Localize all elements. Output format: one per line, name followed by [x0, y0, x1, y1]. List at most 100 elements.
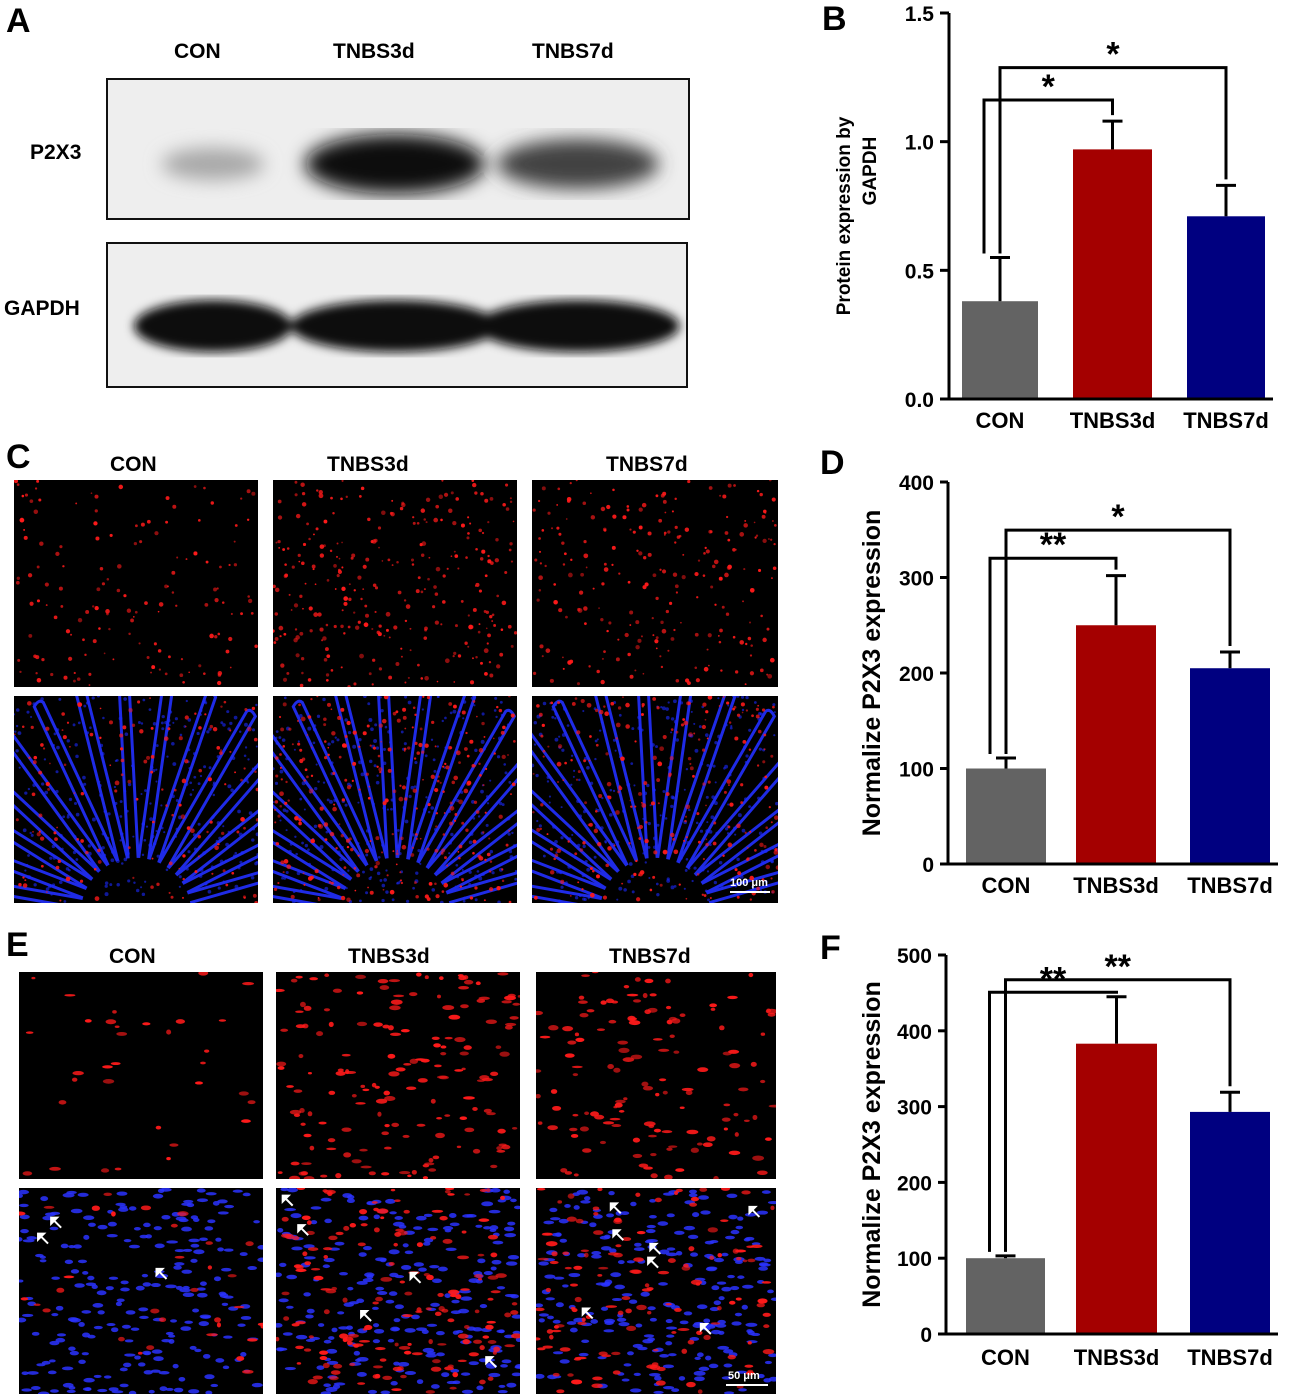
- micro-c-merge-tnbs7d: 100 μm: [532, 696, 778, 903]
- blot-band-gapdh-tnbs7d: [476, 300, 680, 352]
- significance-bracket: [998, 66, 1228, 254]
- blot-band-gapdh-con: [134, 300, 292, 352]
- panel-letter-f: F: [820, 929, 841, 967]
- micro-e-label-con: CON: [109, 945, 156, 968]
- micro-c-red-tnbs7d: [532, 480, 778, 687]
- bar-chart-b: B 0.0 0.5 1.0 1.5 Protein expression by GAPDH C…: [822, 0, 1273, 433]
- micro-c-red-con: [14, 480, 258, 687]
- y-axis-label: Protein expression by: [834, 116, 855, 315]
- bar-tnbs3d: [1073, 149, 1152, 399]
- micro-c-label-tnbs3d: TNBS3d: [327, 453, 409, 476]
- micro-e-label-tnbs3d: TNBS3d: [348, 945, 430, 968]
- panel-letter-a: A: [6, 2, 31, 40]
- significance-bracket: [988, 990, 1118, 1252]
- significance-label: *: [1106, 36, 1120, 74]
- bar-chart-f: F 0 100 200 300 400 500 Normalize P2X3 expressi…: [820, 929, 1278, 1370]
- blot-lane-label-tnbs7d: TNBS7d: [532, 40, 614, 63]
- y-tick-label: 100: [899, 759, 934, 782]
- scale-bar-e-label: 50 μm: [728, 1370, 760, 1382]
- panel-letter-c: C: [6, 438, 31, 476]
- bar-tnbs7d: [1190, 1111, 1270, 1334]
- error-bar-tnbs7d: [1216, 183, 1236, 217]
- blot-row-label-p2x3: P2X3: [30, 141, 82, 164]
- blot-gapdh: [106, 242, 688, 388]
- panel-letter-e: E: [6, 926, 29, 964]
- micro-c-label-con: CON: [110, 453, 157, 476]
- significance-label: **: [1040, 526, 1067, 564]
- category-label-tnbs7d: TNBS7d: [1187, 1345, 1273, 1370]
- micro-texture: [273, 696, 517, 903]
- blot-band-p2x3-tnbs3d: [305, 134, 485, 194]
- bar-tnbs7d: [1187, 216, 1265, 399]
- y-tick-label: 1.0: [905, 132, 934, 155]
- panel-letter-b: B: [822, 0, 847, 38]
- error-bar-tnbs3d: [1106, 995, 1127, 1044]
- y-tick-label: 100: [897, 1248, 932, 1271]
- y-tick-label: 200: [899, 663, 934, 686]
- error-bar-tnbs7d: [1220, 650, 1240, 669]
- micro-c-merge-tnbs3d: [273, 696, 517, 903]
- micro-texture: [532, 480, 778, 687]
- micro-texture: [14, 480, 258, 687]
- y-axis-label: Normalize P2X3 expression: [858, 510, 886, 837]
- significance-bracket: [1004, 978, 1232, 1252]
- micro-texture: [14, 696, 258, 903]
- micro-e-merge-con: [19, 1188, 263, 1394]
- micro-e-label-tnbs7d: TNBS7d: [609, 945, 691, 968]
- significance-label: *: [1042, 68, 1056, 106]
- bar-con: [962, 301, 1038, 399]
- error-bar-con: [996, 756, 1016, 769]
- micro-texture: [19, 1188, 263, 1394]
- bar-con: [966, 768, 1046, 864]
- category-label-tnbs3d: TNBS3d: [1070, 408, 1156, 433]
- blot-band-p2x3-tnbs7d: [497, 139, 659, 189]
- error-bar-con: [990, 255, 1010, 302]
- y-tick-label: 0.0: [905, 389, 934, 412]
- micro-texture: [276, 1188, 520, 1394]
- y-tick-label: 400: [899, 472, 934, 495]
- micro-e-red-tnbs3d: [276, 972, 520, 1179]
- blot-row-label-gapdh: GAPDH: [4, 297, 80, 320]
- significance-bracket: [982, 98, 1114, 254]
- y-axis-label: Normalize P2X3 expression: [858, 981, 886, 1308]
- y-tick-label: 0: [922, 854, 934, 877]
- micro-e-red-tnbs7d: [536, 972, 776, 1179]
- blot-lane-label-con: CON: [174, 40, 221, 63]
- y-tick-label: 0.5: [905, 260, 935, 283]
- blot-gapdh-bands: [134, 300, 680, 352]
- blot-p2x3: [106, 78, 690, 220]
- y-axis-label-line2: GAPDH: [860, 137, 881, 206]
- y-tick-label: 0: [920, 1324, 932, 1347]
- micro-texture: [276, 972, 520, 1179]
- y-tick-label: 300: [897, 1097, 932, 1120]
- micro-e-merge-tnbs7d: 50 μm: [536, 1188, 776, 1394]
- category-label-tnbs3d: TNBS3d: [1073, 873, 1159, 898]
- error-bar-con: [995, 1254, 1016, 1259]
- micro-e-merge-tnbs3d: [276, 1188, 520, 1394]
- micro-texture: [532, 696, 778, 903]
- blot-band-p2x3-con: [161, 148, 265, 180]
- micro-texture: [536, 1188, 776, 1394]
- y-tick-label: 400: [897, 1021, 932, 1044]
- scale-bar-c: [730, 891, 770, 893]
- bar-con: [966, 1258, 1045, 1334]
- micro-c-label-tnbs7d: TNBS7d: [606, 453, 688, 476]
- micro-texture: [19, 972, 263, 1179]
- micro-texture: [536, 972, 776, 1179]
- error-bar-tnbs3d: [1106, 574, 1126, 626]
- significance-bracket: [1004, 528, 1232, 754]
- bar-tnbs3d: [1076, 625, 1156, 864]
- micro-texture: [273, 480, 517, 687]
- bar-tnbs7d: [1190, 668, 1270, 864]
- micro-c-red-tnbs3d: [273, 480, 517, 687]
- bar-chart-d: D 0 100 200 300 400 Normalize P2X3 expression C…: [820, 444, 1278, 898]
- error-bar-tnbs7d: [1220, 1090, 1240, 1112]
- category-label-con: CON: [981, 1345, 1030, 1370]
- blot-lane-label-tnbs3d: TNBS3d: [333, 40, 415, 63]
- significance-label: **: [1105, 948, 1132, 986]
- scale-bar-e: [726, 1384, 768, 1386]
- y-tick-label: 300: [899, 568, 934, 591]
- error-bar-tnbs3d: [1102, 119, 1123, 150]
- category-label-con: CON: [976, 408, 1025, 433]
- y-tick-label: 200: [897, 1172, 932, 1195]
